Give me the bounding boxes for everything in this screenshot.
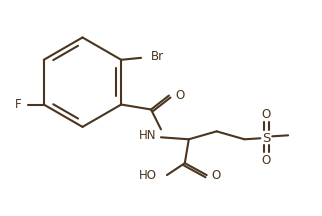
Text: HN: HN	[138, 129, 156, 142]
Text: HO: HO	[139, 168, 157, 182]
Text: O: O	[175, 89, 184, 102]
Text: O: O	[262, 108, 271, 121]
Text: F: F	[15, 98, 22, 111]
Text: Br: Br	[151, 50, 164, 63]
Text: O: O	[212, 168, 221, 182]
Text: O: O	[262, 154, 271, 167]
Text: S: S	[262, 132, 270, 145]
